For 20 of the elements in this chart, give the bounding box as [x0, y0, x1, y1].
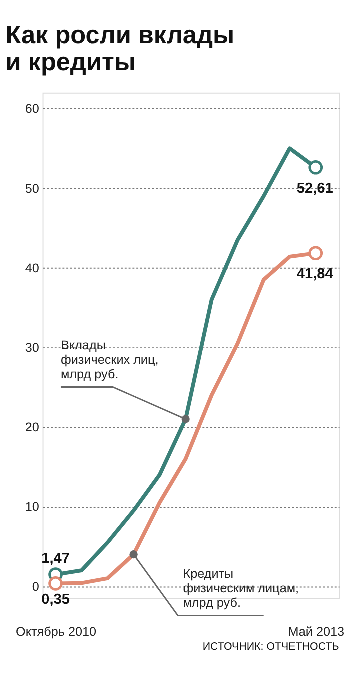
- text: Вклады физических лиц, млрд руб.: [60, 338, 159, 382]
- y-tick-label: 10: [25, 500, 40, 514]
- point: [48, 576, 63, 591]
- y-tick-label: 30: [25, 341, 40, 356]
- text: Кредиты физическим лицам, млрд руб.: [183, 566, 300, 610]
- y-tick-label: 40: [25, 261, 40, 276]
- data-label: 52,61: [296, 180, 334, 197]
- x-tick-label: Май 2013: [288, 624, 345, 639]
- y-tick-label: 60: [25, 102, 40, 116]
- data-label: 41,84: [296, 266, 334, 283]
- data-label: 1,47: [42, 551, 70, 568]
- point: [308, 160, 324, 175]
- chart-title: Как росли вклады и кредиты: [6, 21, 235, 77]
- text: ИСТОЧНИК: ОТЧЕТНОСТЬ: [202, 640, 340, 653]
- data-label: 0,35: [42, 592, 70, 608]
- y-tick-label: 0: [32, 580, 40, 594]
- y-tick-label: 50: [25, 182, 40, 196]
- y-tick-label: 20: [25, 420, 40, 435]
- point: [308, 246, 324, 261]
- x-tick-label: Октябрь 2010: [16, 624, 97, 639]
